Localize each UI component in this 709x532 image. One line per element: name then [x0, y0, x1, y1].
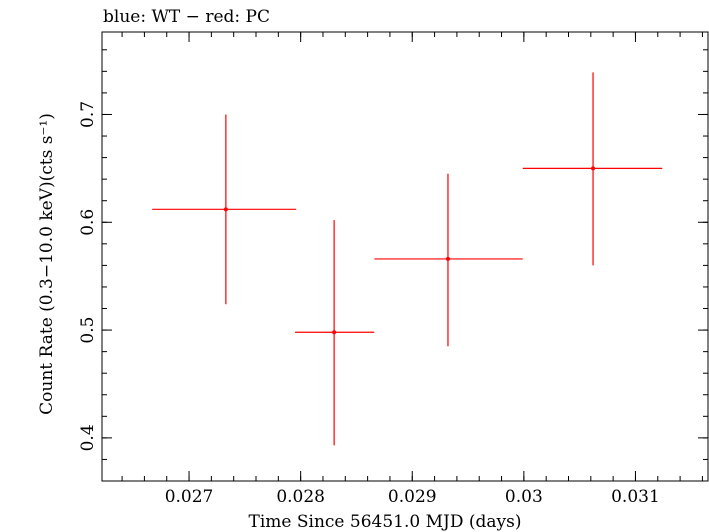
- x-axis-label: Time Since 56451.0 MJD (days): [249, 512, 522, 532]
- y-axis-label: Count Rate (0.3−10.0 keV)(cts s⁻¹): [37, 113, 57, 415]
- y-tick-label: 0.6: [78, 209, 98, 236]
- data-point: [522, 72, 663, 266]
- axes-ticks: 0.027 0.028 0.029 0.03 0.031 0.4 0.5 0.6 0.7: [78, 32, 708, 507]
- plot-frame: [101, 31, 709, 482]
- x-tick-label: 0.031: [611, 487, 660, 507]
- x-tick-label: 0.027: [165, 487, 214, 507]
- y-tick-label: 0.4: [78, 424, 98, 451]
- point-marker: [445, 256, 450, 261]
- point-marker: [591, 166, 596, 171]
- y-tick-label: 0.5: [78, 317, 98, 344]
- x-tick-label: 0.029: [388, 487, 437, 507]
- data-point: [295, 220, 375, 446]
- x-tick-label: 0.03: [505, 487, 543, 507]
- data-point: [152, 114, 297, 305]
- point-marker: [332, 330, 337, 335]
- data-layer: [152, 72, 663, 446]
- point-marker: [223, 207, 228, 212]
- x-tick-label: 0.028: [276, 487, 325, 507]
- chart-title: blue: WT − red: PC: [103, 7, 270, 27]
- data-point: [374, 173, 523, 347]
- y-tick-label: 0.7: [78, 101, 98, 128]
